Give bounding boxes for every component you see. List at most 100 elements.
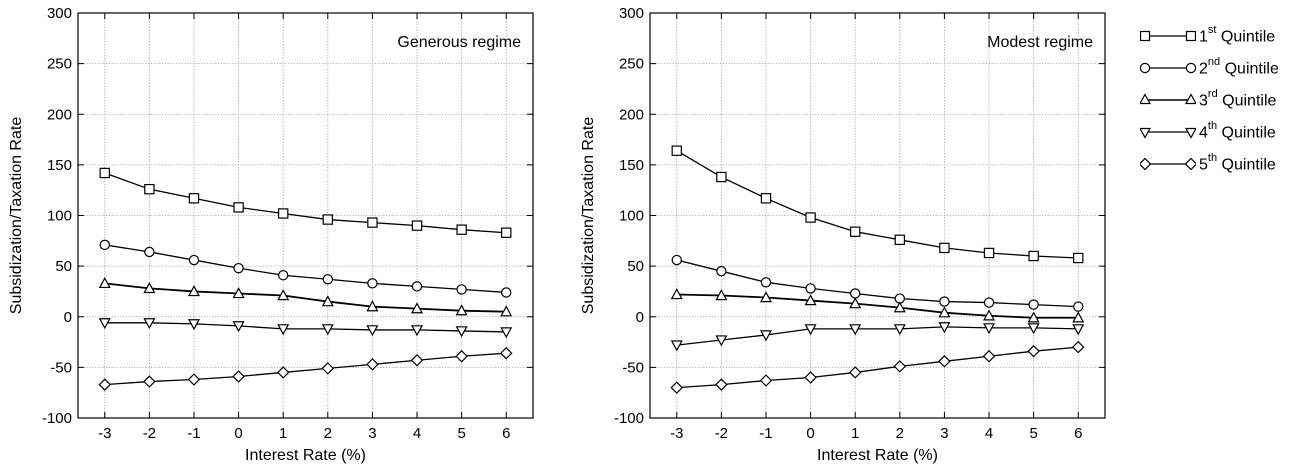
triangle-up-point — [804, 294, 817, 306]
triangle-down-point — [321, 324, 334, 336]
diamond-point — [499, 346, 513, 360]
triangle-down-point — [759, 330, 772, 342]
regime-annotation: Modest regime — [987, 34, 1093, 51]
triangle-down-point — [98, 318, 111, 330]
square-point — [367, 217, 378, 228]
y-axis-label: Subsidization/Taxation Rate — [8, 117, 25, 315]
diamond-point — [715, 378, 728, 391]
y-tick-label: -50 — [622, 359, 644, 376]
square-point — [188, 193, 200, 204]
square-point — [671, 145, 682, 156]
x-tick-label: 0 — [806, 425, 814, 442]
diamond-point — [1027, 344, 1040, 358]
series-1 — [99, 167, 512, 238]
triangle-down-point — [455, 326, 468, 338]
square-point — [144, 183, 155, 195]
legend-triangle-down-marker-icon — [1140, 127, 1196, 139]
legend: 1st Quintile 2nd Quintile 3rd Quintile 4… — [1140, 20, 1305, 180]
diamond-point — [848, 366, 862, 379]
square-point — [983, 247, 995, 259]
y-tick-label: 0 — [636, 309, 644, 326]
triangle-down-point — [232, 321, 245, 333]
y-tick-label: 50 — [55, 258, 72, 275]
series-3 — [670, 288, 1085, 323]
diamond-point — [670, 381, 684, 394]
circle-point — [671, 254, 682, 266]
triangle-up-point — [143, 282, 156, 294]
x-tick-label: 2 — [324, 425, 332, 442]
triangle-down-point — [670, 340, 683, 352]
series-1 — [671, 145, 1084, 264]
square-point — [501, 227, 512, 238]
y-tick-label: 250 — [47, 56, 72, 73]
triangle-down-point — [366, 325, 379, 337]
y-tick-label: 300 — [619, 5, 644, 22]
x-tick-label: -2 — [143, 425, 156, 442]
x-tick-label: 4 — [985, 425, 993, 442]
circle-point — [760, 277, 772, 288]
x-tick-label: 3 — [940, 425, 948, 442]
circle-point — [805, 283, 816, 294]
series-line — [104, 352, 507, 386]
series-2 — [99, 239, 512, 298]
circle-point — [144, 246, 155, 258]
triangle-down-point — [143, 318, 156, 330]
x-tick-label: 2 — [896, 425, 904, 442]
triangle-down-point — [983, 323, 996, 335]
x-tick-label: 5 — [457, 425, 465, 442]
triangle-up-point — [366, 300, 379, 312]
square-point — [849, 226, 861, 237]
square-point — [1028, 250, 1039, 262]
square-point — [894, 234, 906, 245]
triangle-up-point — [98, 276, 111, 289]
series-line — [104, 282, 507, 313]
x-axis-label: Interest Rate (%) — [817, 447, 938, 464]
series-line — [676, 150, 1079, 259]
legend-label: 4th Quintile — [1199, 119, 1276, 142]
square-point — [456, 224, 467, 235]
legend-item-1st-quintile: 1st Quintile — [1140, 20, 1305, 52]
y-tick-label: 0 — [64, 309, 72, 326]
circle-point — [233, 262, 244, 274]
y-tick-label: 250 — [619, 56, 644, 73]
triangle-up-point — [321, 295, 334, 307]
circle-point — [277, 270, 289, 281]
legend-label: 3rd Quintile — [1199, 87, 1277, 110]
square-point — [939, 242, 950, 254]
triangle-down-point — [1027, 323, 1040, 335]
series-line — [676, 346, 1079, 389]
diamond-point — [98, 378, 112, 391]
circle-point — [1028, 299, 1039, 310]
triangle-up-point — [232, 287, 245, 299]
legend-diamond-marker-icon — [1140, 157, 1196, 171]
triangle-down-point — [187, 319, 200, 331]
regime-annotation: Generous regime — [397, 34, 521, 51]
x-tick-label: -3 — [670, 425, 683, 442]
triangle-up-point — [187, 285, 200, 297]
y-tick-label: 100 — [619, 208, 644, 225]
square-point — [411, 220, 423, 231]
panel-generous-regime: 300 250 200 150 100 50 0 -50 -100 -3 -2 -1 0 1 2 3 4 5 6 In… — [8, 5, 534, 464]
legend-item-2nd-quintile: 2nd Quintile — [1140, 52, 1305, 84]
panel-modest-regime: 300 250 200 150 100 50 0 -50 -100 -3 -2 -1 0 1 2 3 4 5 6 In… — [580, 5, 1106, 464]
y-axis-label: Subsidization/Taxation Rate — [580, 117, 597, 315]
x-tick-label: 6 — [1074, 425, 1082, 442]
triangle-down-point — [500, 327, 513, 339]
circle-point — [456, 284, 467, 295]
diamond-point — [232, 370, 245, 383]
y-tick-label: 200 — [619, 106, 644, 123]
diamond-point — [938, 355, 951, 368]
x-tick-label: 5 — [1029, 425, 1037, 442]
diamond-point — [1071, 340, 1085, 354]
triangle-up-point — [849, 297, 862, 309]
x-tick-label: 0 — [234, 425, 242, 442]
series-line — [676, 326, 1079, 346]
triangle-down-point — [804, 324, 817, 336]
y-tick-label: 150 — [47, 157, 72, 174]
series-line — [104, 244, 507, 294]
series-5 — [670, 340, 1085, 394]
triangle-up-point — [938, 306, 951, 318]
series-4 — [670, 322, 1085, 352]
legend-triangle-up-marker-icon — [1140, 93, 1196, 105]
circle-point — [939, 296, 950, 307]
